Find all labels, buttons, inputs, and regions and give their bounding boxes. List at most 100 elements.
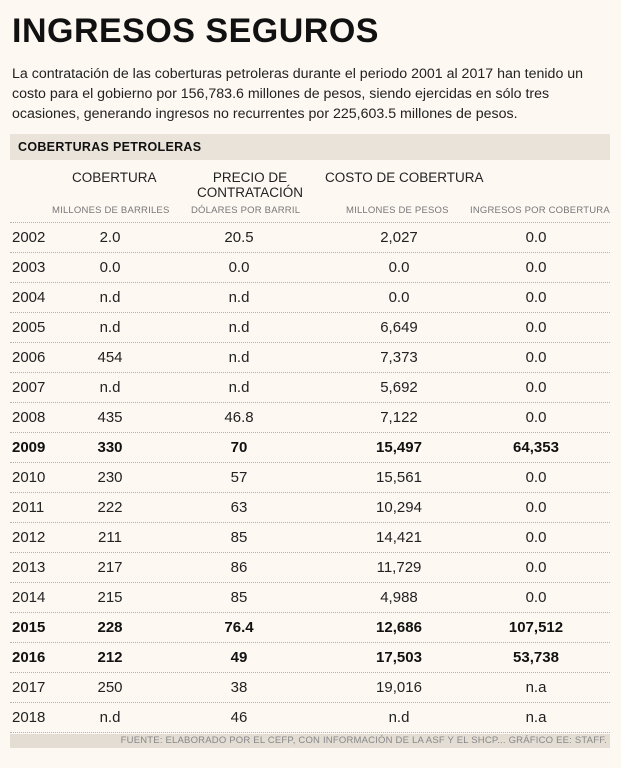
cell-year: 2003: [12, 259, 46, 276]
table-row: 2011 222 63 10,294 0.0: [10, 492, 610, 522]
coverage-table: 2002 2.0 20.5 2,027 0.0 2003 0.0 0.0 0.0 0.0 2004 n…: [10, 222, 610, 733]
cell-costo: 15,561: [376, 469, 422, 486]
cell-cobertura: 250: [97, 679, 123, 696]
cell-precio: n.d: [228, 349, 250, 366]
cell-year: 2015: [12, 619, 46, 636]
page-title: INGRESOS SEGUROS: [12, 12, 379, 50]
table-row: 2003 0.0 0.0 0.0 0.0: [10, 252, 610, 282]
cell-costo: 2,027: [380, 229, 418, 246]
cell-costo: 7,122: [380, 409, 418, 426]
subheader-precio: DÓLARES POR BARRIL: [191, 205, 301, 216]
cell-costo: 15,497: [376, 439, 422, 456]
cell-precio: 49: [230, 649, 248, 666]
table-row: 2004 n.d n.d 0.0 0.0: [10, 282, 610, 312]
cell-costo: 4,988: [380, 589, 418, 606]
cell-precio: 85: [230, 529, 248, 546]
table-row: 2002 2.0 20.5 2,027 0.0: [10, 222, 610, 252]
cell-cobertura: 0.0: [99, 259, 121, 276]
cell-precio: 0.0: [228, 259, 250, 276]
cell-precio: 76.4: [224, 619, 254, 636]
cell-ingresos: 0.0: [525, 589, 547, 606]
cell-precio: 86: [230, 559, 248, 576]
cell-cobertura: n.d: [99, 379, 121, 396]
cell-costo: 14,421: [376, 529, 422, 546]
cell-ingresos: 0.0: [525, 499, 547, 516]
cell-costo: 19,016: [376, 679, 422, 696]
table-row: 2013 217 86 11,729 0.0: [10, 552, 610, 582]
cell-precio: n.d: [228, 379, 250, 396]
cell-precio: n.d: [228, 319, 250, 336]
cell-ingresos: 107,512: [508, 619, 564, 636]
cell-year: 2017: [12, 679, 46, 696]
cell-ingresos: 0.0: [525, 559, 547, 576]
cell-year: 2007: [12, 379, 46, 396]
cell-year: 2016: [12, 649, 46, 666]
cell-year: 2010: [12, 469, 46, 486]
cell-year: 2002: [12, 229, 46, 246]
cell-ingresos: 0.0: [525, 349, 547, 366]
table-row: 2008 435 46.8 7,122 0.0: [10, 402, 610, 432]
cell-cobertura: 230: [97, 469, 123, 486]
cell-cobertura: n.d: [99, 289, 121, 306]
cell-ingresos: 0.0: [525, 319, 547, 336]
cell-year: 2004: [12, 289, 46, 306]
cell-precio: 46: [230, 709, 248, 726]
cell-cobertura: 454: [97, 349, 123, 366]
cell-ingresos: 0.0: [525, 229, 547, 246]
cell-precio: 85: [230, 589, 248, 606]
footer-band: [10, 734, 610, 748]
cell-costo: 0.0: [388, 259, 410, 276]
cell-cobertura: 330: [97, 439, 123, 456]
cell-precio: 38: [230, 679, 248, 696]
subheader-cobertura: MILLONES DE BARRILES: [52, 205, 170, 216]
col-header-costo: COSTO DE COBERTURA: [325, 170, 484, 185]
table-row: 2012 211 85 14,421 0.0: [10, 522, 610, 552]
cell-precio: 70: [230, 439, 248, 456]
table-row: 2007 n.d n.d 5,692 0.0: [10, 372, 610, 402]
cell-ingresos: 0.0: [525, 469, 547, 486]
cell-year: 2013: [12, 559, 46, 576]
table-row: 2016 212 49 17,503 53,738: [10, 642, 610, 672]
cell-costo: n.d: [388, 709, 410, 726]
col-header-precio-line2: CONTRATACIÓN: [197, 185, 303, 200]
cell-ingresos: 64,353: [513, 439, 559, 456]
cell-ingresos: 0.0: [525, 409, 547, 426]
cell-year: 2008: [12, 409, 46, 426]
cell-ingresos: 0.0: [525, 529, 547, 546]
cell-costo: 5,692: [380, 379, 418, 396]
table-row: 2015 228 76.4 12,686 107,512: [10, 612, 610, 642]
cell-costo: 0.0: [388, 289, 410, 306]
table-row: 2014 215 85 4,988 0.0: [10, 582, 610, 612]
cell-precio: 63: [230, 499, 248, 516]
cell-precio: 46.8: [224, 409, 254, 426]
cell-year: 2009: [12, 439, 46, 456]
cell-precio: n.d: [228, 289, 250, 306]
cell-costo: 7,373: [380, 349, 418, 366]
cell-cobertura: 222: [97, 499, 123, 516]
source-note: FUENTE: ELABORADO POR EL CEFP, CON INFOR…: [120, 735, 607, 746]
table-row: 2017 250 38 19,016 n.a: [10, 672, 610, 702]
cell-year: 2012: [12, 529, 46, 546]
cell-year: 2006: [12, 349, 46, 366]
section-title: COBERTURAS PETROLERAS: [18, 140, 202, 154]
cell-costo: 12,686: [376, 619, 422, 636]
table-row: 2018 n.d 46 n.d n.a: [10, 702, 610, 733]
cell-ingresos: 53,738: [513, 649, 559, 666]
cell-cobertura: 2.0: [99, 229, 121, 246]
col-header-precio: PRECIO DE CONTRATACIÓN: [190, 170, 310, 200]
cell-cobertura: 435: [97, 409, 123, 426]
cell-costo: 17,503: [376, 649, 422, 666]
cell-ingresos: 0.0: [525, 289, 547, 306]
table-row: 2009 330 70 15,497 64,353: [10, 432, 610, 462]
cell-costo: 6,649: [380, 319, 418, 336]
cell-costo: 10,294: [376, 499, 422, 516]
table-row: 2005 n.d n.d 6,649 0.0: [10, 312, 610, 342]
cell-cobertura: 211: [98, 529, 122, 546]
cell-ingresos: n.a: [525, 709, 547, 726]
cell-costo: 11,729: [376, 559, 422, 576]
cell-year: 2014: [12, 589, 46, 606]
col-header-cobertura: COBERTURA: [72, 170, 157, 185]
cell-ingresos: 0.0: [525, 379, 547, 396]
cell-year: 2011: [12, 499, 45, 516]
cell-cobertura: n.d: [99, 319, 121, 336]
